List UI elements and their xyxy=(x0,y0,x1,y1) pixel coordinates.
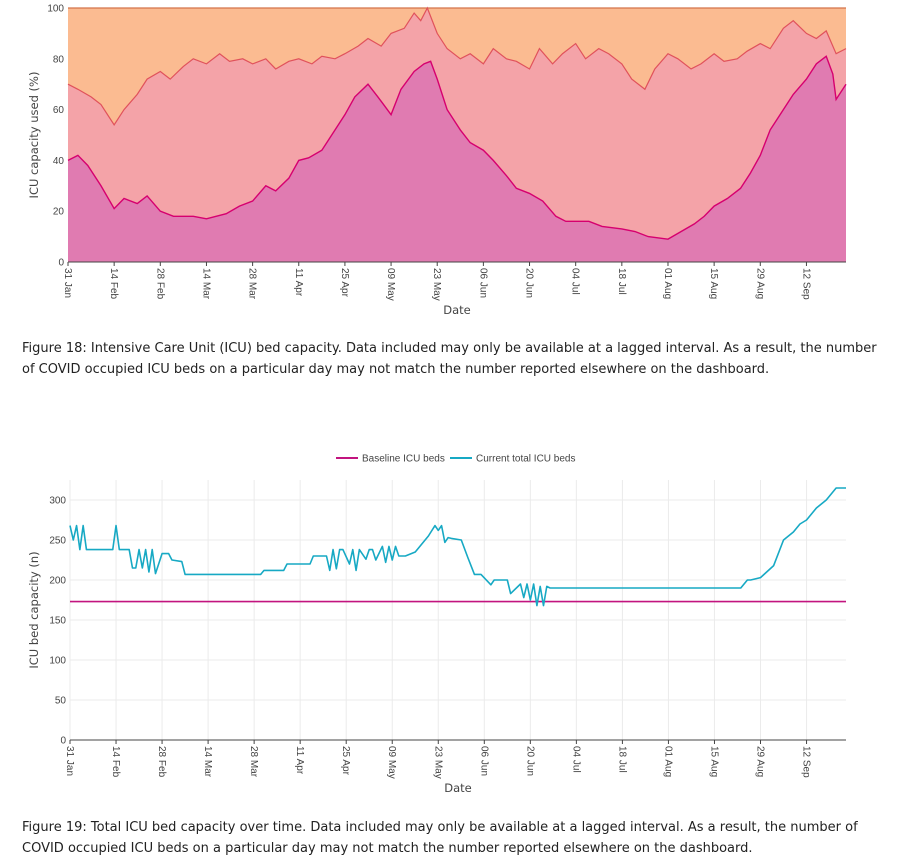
x-tick-label: 01 Aug xyxy=(662,268,673,299)
x-tick-label: 15 Aug xyxy=(708,268,719,299)
x-tick-label: 09 May xyxy=(385,268,396,301)
x-tick-label: 14 Feb xyxy=(108,268,119,300)
x-tick-label: 01 Aug xyxy=(662,746,673,777)
x-tick-label: 04 Jul xyxy=(570,746,581,773)
current-total-icu-beds-line xyxy=(69,487,846,607)
y-tick-label: 150 xyxy=(49,616,66,627)
x-tick-label: 28 Mar xyxy=(247,268,258,300)
x-tick-label: 28 Feb xyxy=(154,268,165,300)
legend-label-current: Current total ICU beds xyxy=(476,454,576,465)
x-tick-label: 12 Sep xyxy=(801,746,812,778)
y-axis-title: ICU capacity used (%) xyxy=(27,72,41,199)
x-tick-label: 25 Apr xyxy=(340,746,351,776)
y-tick-label: 100 xyxy=(47,4,64,15)
y-tick-label: 100 xyxy=(49,656,66,667)
x-tick-label: 20 Jun xyxy=(524,268,535,298)
x-tick-label: 09 May xyxy=(386,746,397,779)
x-tick-label: 11 Apr xyxy=(293,268,304,297)
x-tick-label: 29 Aug xyxy=(755,746,766,777)
y-tick-label: 250 xyxy=(49,536,66,547)
x-tick-label: 14 Feb xyxy=(110,746,121,778)
y-tick-label: 50 xyxy=(55,696,67,707)
legend: Baseline ICU beds Current total ICU beds xyxy=(336,454,576,465)
y-tick-label: 0 xyxy=(60,736,66,747)
x-tick-label: 06 Jun xyxy=(477,268,488,298)
legend-label-baseline: Baseline ICU beds xyxy=(362,454,445,465)
icu-capacity-chart: 0 20 40 60 80 100 31 Jan 14 Feb 28 Feb 14 Mar 28 M… xyxy=(27,4,847,317)
x-tick-label: 23 May xyxy=(432,746,443,779)
x-axis-title: Date xyxy=(444,781,472,795)
y-tick-label: 300 xyxy=(49,496,66,507)
x-tick-label: 23 May xyxy=(431,268,442,301)
x-tick-label: 28 Feb xyxy=(156,746,167,778)
x-tick-label: 31 Jan xyxy=(62,268,73,298)
y-tick-label: 200 xyxy=(49,576,66,587)
x-tick-label: 20 Jun xyxy=(524,746,535,776)
x-tick-label: 28 Mar xyxy=(248,746,259,778)
x-tick-label: 14 Mar xyxy=(202,746,213,778)
x-tick-label: 29 Aug xyxy=(754,268,765,299)
x-tick-label: 31 Jan xyxy=(64,746,75,776)
x-tick-label: 06 Jun xyxy=(478,746,489,776)
x-tick-label: 25 Apr xyxy=(339,268,350,298)
y-axis-title: ICU bed capacity (n) xyxy=(27,551,41,668)
x-tick-label: 18 Jul xyxy=(616,746,627,773)
y-tick-label: 20 xyxy=(53,207,65,218)
figure-18-caption: Figure 18: Intensive Care Unit (ICU) bed… xyxy=(22,341,877,377)
y-tick-label: 40 xyxy=(53,156,65,167)
x-tick-label: 15 Aug xyxy=(708,746,719,777)
x-tick-label: 14 Mar xyxy=(200,268,211,300)
covid-occupied-area xyxy=(68,56,846,263)
y-tick-label: 60 xyxy=(53,105,65,116)
other-occupied-line xyxy=(67,6,847,126)
y-tick-label: 80 xyxy=(53,54,65,65)
covid-occupied-line xyxy=(67,55,847,240)
figure-19-caption: Figure 19: Total ICU bed capacity over t… xyxy=(22,820,858,856)
x-tick-label: 12 Sep xyxy=(800,268,811,300)
y-tick-label: 0 xyxy=(58,258,64,269)
x-tick-label: 11 Apr xyxy=(294,746,305,775)
x-tick-label: 18 Jul xyxy=(616,268,627,295)
x-axis-title: Date xyxy=(443,303,471,317)
x-tick-label: 04 Jul xyxy=(570,268,581,295)
icu-bed-capacity-chart: 0 50 100 150 200 250 300 31 Jan 14 Feb 28 Feb 14 M… xyxy=(27,454,846,795)
